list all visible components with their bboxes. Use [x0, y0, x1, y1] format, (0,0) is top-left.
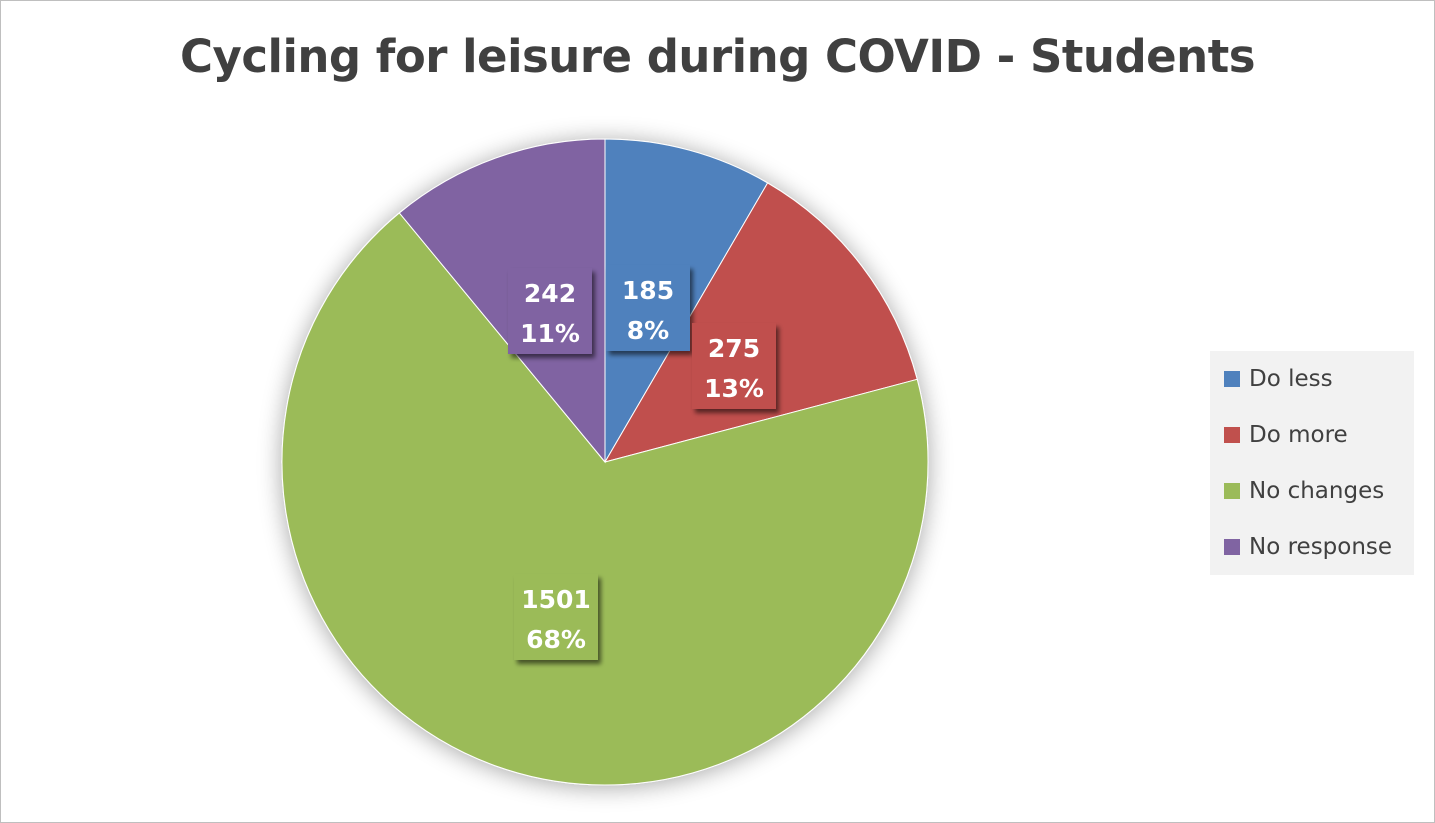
data-label-percent: 13%	[704, 374, 764, 403]
legend-swatch	[1224, 539, 1240, 555]
legend-swatch	[1224, 427, 1240, 443]
legend-label: No response	[1249, 534, 1393, 560]
data-label-box	[514, 574, 598, 660]
data-label-value: 1501	[521, 585, 591, 614]
pie-slice-no-response	[398, 138, 606, 464]
data-label-value: 275	[708, 334, 760, 363]
chart-title: Cycling for leisure during COVID - Stude…	[179, 30, 1256, 83]
legend-label: Do less	[1249, 366, 1333, 392]
legend-label: Do more	[1249, 422, 1348, 448]
data-label-percent: 11%	[520, 319, 580, 348]
data-label-box	[508, 268, 592, 354]
data-label-percent: 8%	[627, 316, 669, 345]
data-label-box	[606, 265, 690, 351]
legend-item-do-more: Do more	[1224, 421, 1348, 449]
legend-label: No changes	[1249, 478, 1385, 504]
pie-slice-no-changes	[281, 212, 929, 786]
legend-item-do-less: Do less	[1224, 365, 1333, 393]
legend-swatch	[1224, 371, 1240, 387]
data-label-value: 242	[524, 279, 576, 308]
legend-item-no-response: No response	[1224, 533, 1392, 561]
data-label-box	[692, 323, 776, 409]
pie-slice-do-more	[603, 182, 918, 463]
legend-swatch	[1224, 483, 1240, 499]
data-label-value: 185	[622, 276, 674, 305]
legend-item-no-changes: No changes	[1224, 477, 1384, 505]
data-label-percent: 68%	[526, 625, 586, 654]
legend: Do less Do more No changes No response	[1210, 351, 1414, 575]
data-label-no-changes: 1501 68%	[514, 574, 598, 660]
